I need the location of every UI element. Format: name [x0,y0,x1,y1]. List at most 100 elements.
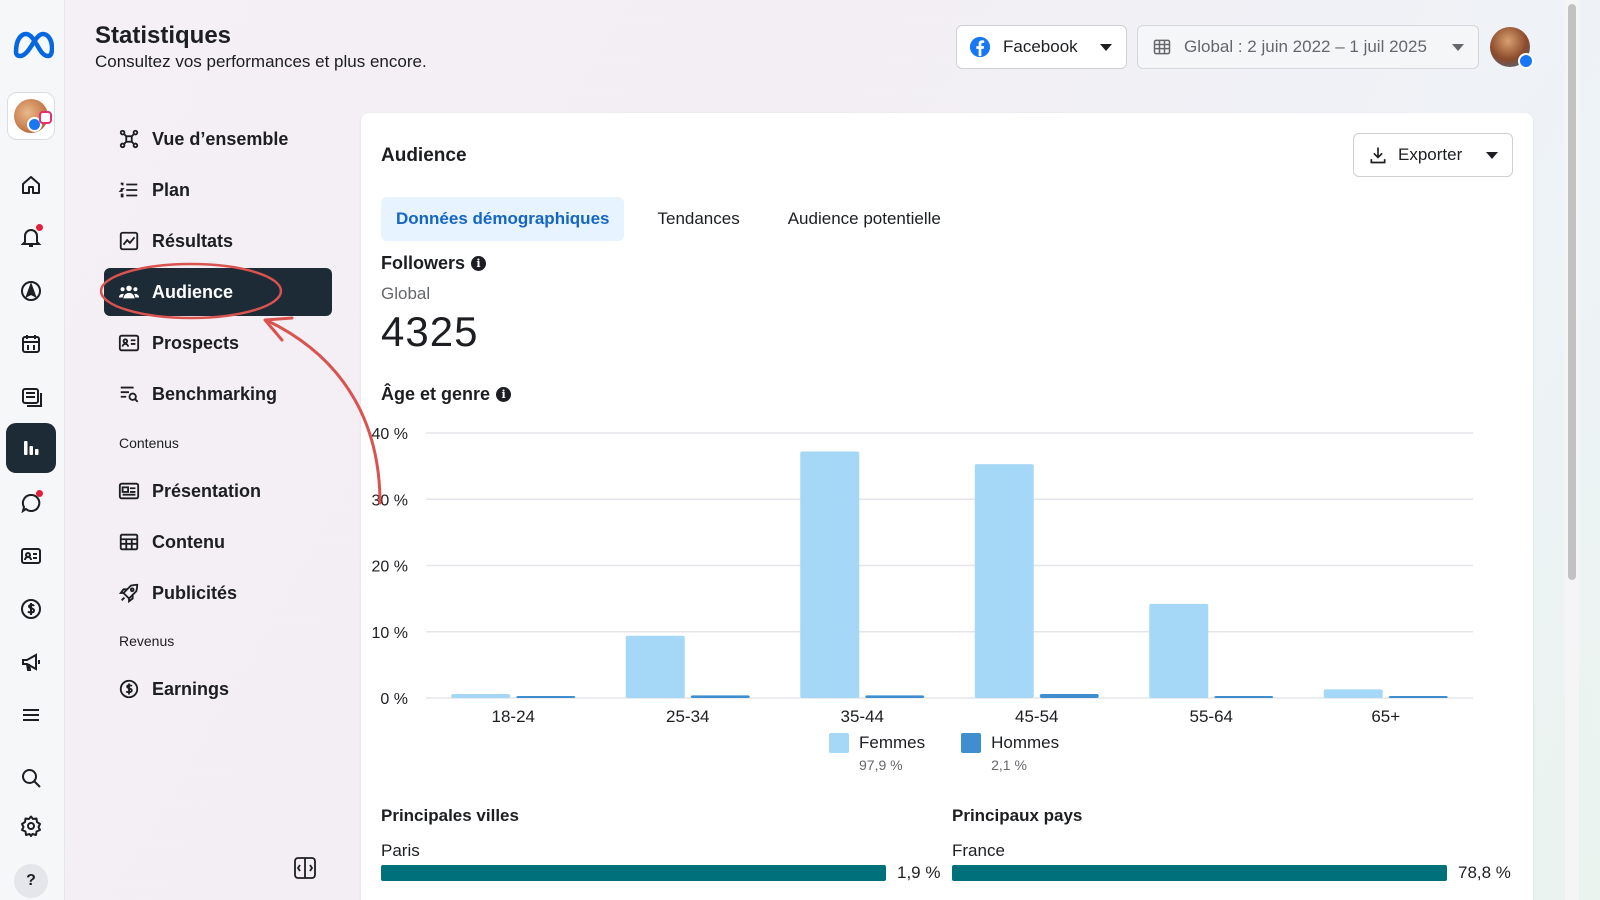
bell-icon[interactable] [16,222,46,252]
country-share-bar [952,865,1447,881]
country-name: France [952,841,1005,860]
nav-label: Prospects [152,332,240,353]
info-icon[interactable]: i [496,387,512,402]
scrollbar-thumb[interactable] [1568,4,1576,580]
nav-section-content: Contenus [119,435,179,451]
bar-femmes-35-44[interactable] [800,451,860,698]
nav-label: Plan [152,179,191,200]
left-rail: ? [0,0,65,900]
id-card-icon [118,334,140,352]
date-range-label: Global : 2 juin 2022 – 1 juil 2025 [1184,37,1427,56]
age-gender-bar-chart: 0 % 10 % 20 % 30 % 40 % 18-24 25-34 35-44 45-54 5… [372,426,1473,726]
chat-icon[interactable] [16,488,46,518]
chart-legend: Femmes 97,9 % Hommes 2,1 % [829,733,1059,773]
instagram-badge-icon [39,111,52,124]
tab-potential-audience[interactable]: Audience potentielle [787,209,941,228]
page-title: Statistiques [95,22,232,49]
plan-list-icon [118,182,138,198]
legend-percent: 97,9 % [859,757,903,773]
bar-femmes-18-24[interactable] [451,694,511,698]
facebook-icon [969,36,991,58]
benchmark-icon [120,386,139,403]
calendar-icon[interactable] [16,329,46,359]
tab-trends[interactable]: Tendances [657,209,740,228]
nav-item-results[interactable]: Résultats [104,217,332,265]
bar-hommes-65+[interactable] [1388,696,1448,698]
nav-item-prospects[interactable]: Prospects [104,319,332,367]
nav-item-plan[interactable]: Plan [104,166,332,214]
dollar-circle-icon [119,679,139,699]
calendar-grid-icon [1153,39,1171,55]
rocket-icon [118,583,139,604]
nav-item-earnings[interactable]: Earnings [104,665,332,713]
city-name: Paris [381,841,420,860]
tab-demographics[interactable]: Données démographiques [381,197,625,241]
nav-item-audience[interactable]: Audience [104,268,332,316]
bar-hommes-45-54[interactable] [1039,694,1099,698]
bar-hommes-35-44[interactable] [865,695,925,698]
followers-title: Followers i [381,253,487,274]
legend-label: Femmes [859,733,926,752]
card-title: Audience [381,145,467,166]
chevron-down-icon [1452,43,1464,51]
legend-swatch [961,733,982,753]
y-tick-label: 10 % [372,625,408,642]
dollar-icon[interactable] [16,594,46,624]
nav-label: Résultats [152,230,234,251]
nav-item-presentation[interactable]: Présentation [104,467,332,515]
y-tick-label: 30 % [372,492,408,509]
followers-title-label: Followers [381,253,466,273]
page-scrollbar[interactable] [1565,0,1579,900]
nav-item-content[interactable]: Contenu [104,518,332,566]
meta-logo-icon[interactable] [10,28,54,62]
nav-label: Benchmarking [152,383,278,404]
nav-label: Contenu [152,531,225,552]
nav-item-overview[interactable]: Vue d’ensemble [104,115,332,163]
nav-label: Vue d’ensemble [152,128,289,149]
overview-icon [119,129,139,149]
legend-swatch [829,733,849,753]
bar-femmes-45-54[interactable] [974,464,1034,698]
menu-icon[interactable] [16,700,46,730]
info-icon[interactable]: i [471,256,487,271]
collapse-sidebar-icon[interactable] [292,855,318,881]
compass-icon[interactable] [16,276,46,306]
export-button[interactable]: Exporter [1353,133,1513,177]
legend-label: Hommes [991,733,1060,752]
posts-icon[interactable] [16,382,46,412]
bar-hommes-55-64[interactable] [1214,696,1274,698]
account-avatar[interactable] [7,92,55,140]
bar-femmes-55-64[interactable] [1149,603,1209,698]
x-tick-label: 55-64 [1190,707,1233,726]
search-icon[interactable] [16,763,46,793]
platform-dropdown[interactable]: Facebook [956,25,1127,69]
contact-card-icon[interactable] [16,541,46,571]
nav-label: Audience [152,281,234,302]
people-icon [118,285,140,299]
date-range-dropdown[interactable]: Global : 2 juin 2022 – 1 juil 2025 [1137,25,1479,69]
megaphone-icon[interactable] [16,647,46,677]
bar-femmes-65+[interactable] [1323,689,1383,698]
bar-hommes-18-24[interactable] [516,696,576,698]
legend-item-women[interactable]: Femmes 97,9 % [829,733,925,773]
top-countries-title: Principaux pays [952,806,1083,825]
nav-item-ads[interactable]: Publicités [104,569,332,617]
bar-hommes-25-34[interactable] [690,695,750,698]
insights-icon[interactable] [6,423,56,473]
gear-icon[interactable] [16,811,46,841]
city-percent: 1,9 % [897,863,941,882]
y-tick-label: 40 % [372,426,408,443]
y-tick-label: 20 % [372,559,408,576]
user-avatar[interactable] [1490,27,1534,69]
age-gender-title-label: Âge et genre [381,384,491,404]
country-percent: 78,8 % [1458,863,1511,882]
bar-femmes-25-34[interactable] [625,635,685,698]
help-icon[interactable]: ? [14,864,48,898]
legend-item-men[interactable]: Hommes 2,1 % [961,733,1059,773]
nav-label: Présentation [152,480,262,501]
notification-dot [36,224,43,231]
home-icon[interactable] [16,170,46,200]
tab-bar: Données démographiques Tendances Audienc… [381,197,974,241]
nav-item-benchmarking[interactable]: Benchmarking [104,370,332,418]
x-tick-label: 35-44 [841,707,884,726]
